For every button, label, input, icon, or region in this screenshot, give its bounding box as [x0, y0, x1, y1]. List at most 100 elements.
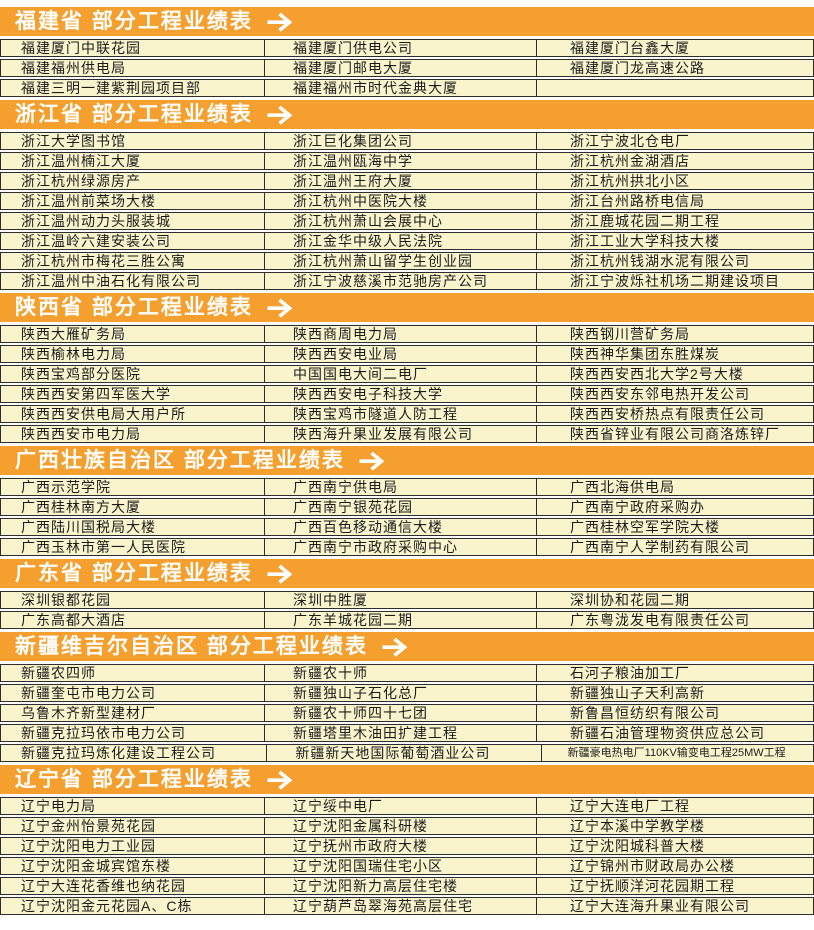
project-cell: 辽宁葫芦岛翠海苑高层住宅 [264, 898, 536, 914]
table-row: 福建三明一建紫荆园项目部 福建福州市时代金典大厦 [0, 79, 814, 97]
project-cell: 浙江杭州绿源房产 [21, 173, 141, 189]
table-row: 辽宁沈阳金城宾馆东楼 辽宁沈阳国瑞住宅小区 辽宁锦州市财政局办公楼 [0, 857, 814, 875]
section-rows: 陕西大雁矿务局 陕西商周电力局 陕西钢川营矿务局 陕西榆林电力局 陕西西安电业局… [0, 325, 814, 443]
project-cell: 浙江温州瓯海中学 [264, 153, 536, 169]
arrow-right-icon [267, 770, 293, 790]
table-row: 浙江温岭六建安装公司 浙江金华中级人民法院 浙江工业大学科技大楼 [0, 232, 814, 250]
project-cell: 深圳银都花园 [21, 592, 111, 608]
project-cell: 辽宁电力局 [21, 798, 96, 814]
project-cell: 辽宁绥中电厂 [264, 798, 536, 814]
project-cell: 石河子粮油加工厂 [536, 665, 813, 681]
table-row: 陕西宝鸡部分医院 中国国电大间二电厂 陕西西安西北大学2号大楼 [0, 365, 814, 383]
province-section: 广西壮族自治区 部分工程业绩表 广西示范学院 广西南宁供电局 广西北海供电局 广… [0, 446, 814, 556]
project-cell: 浙江大学图书馆 [21, 133, 126, 149]
table-row: 深圳银都花园 深圳中胜厦 深圳协和花园二期 [0, 591, 814, 609]
project-cell: 广西南宁银苑花园 [264, 499, 536, 515]
project-cell: 浙江宁波烁社机场二期建设项目 [536, 273, 813, 289]
project-cell: 辽宁大连花香维也纳花园 [21, 878, 186, 894]
project-cell: 新鲁昌恒纺织有限公司 [536, 705, 813, 721]
project-cell: 辽宁沈阳金城宾馆东楼 [21, 858, 171, 874]
section-header: 广西壮族自治区 部分工程业绩表 [0, 446, 814, 475]
project-cell: 新疆豪电热电厂110KV输变电工程25MW工程 [540, 745, 813, 761]
table-row: 广西玉林市第一人民医院 广西南宁市政府采购中心 广西南宁人学制药有限公司 [0, 538, 814, 556]
table-row: 辽宁电力局 辽宁绥中电厂 辽宁大连电厂工程 [0, 797, 814, 815]
project-cell: 广西陆川国税局大楼 [21, 519, 156, 535]
project-cell: 辽宁金州怡景苑花园 [21, 818, 156, 834]
project-cell: 新疆塔里木油田扩建工程 [264, 725, 536, 741]
project-cell: 辽宁沈阳城科普大楼 [536, 838, 813, 854]
section-title: 广西壮族自治区 部分工程业绩表 [15, 449, 345, 472]
province-section: 陕西省 部分工程业绩表 陕西大雁矿务局 陕西商周电力局 陕西钢川营矿务局 陕西榆… [0, 293, 814, 443]
section-title: 辽宁省 部分工程业绩表 [15, 768, 253, 791]
section-rows: 新疆农四师 新疆农十师 石河子粮油加工厂 新疆奎屯市电力公司 新疆独山子石化总厂… [0, 664, 814, 762]
project-cell: 浙江杭州萧山会展中心 [264, 213, 536, 229]
project-cell: 新疆克拉玛炼化建设工程公司 [21, 745, 216, 761]
table-row: 辽宁沈阳金元花园A、C栋 辽宁葫芦岛翠海苑高层住宅 辽宁大连海升果业有限公司 [0, 897, 814, 915]
project-cell: 陕西省锌业有限公司商洛炼锌厂 [536, 426, 813, 442]
province-section: 浙江省 部分工程业绩表 浙江大学图书馆 浙江巨化集团公司 浙江宁波北仓电厂 浙江… [0, 100, 814, 290]
project-cell: 新疆克拉玛依市电力公司 [21, 725, 186, 741]
arrow-right-icon [267, 564, 293, 584]
project-cell: 新疆农十师 [264, 665, 536, 681]
project-cell: 陕西西安电子科技大学 [264, 386, 536, 402]
project-cell: 辽宁大连海升果业有限公司 [536, 898, 813, 914]
section-header: 广东省 部分工程业绩表 [0, 559, 814, 588]
province-section: 新疆维吉尔自治区 部分工程业绩表 新疆农四师 新疆农十师 石河子粮油加工厂 新疆… [0, 632, 814, 762]
table-row: 新疆克拉玛依市电力公司 新疆塔里木油田扩建工程 新疆石油管理物资供应总公司 [0, 724, 814, 742]
project-cell: 浙江巨化集团公司 [264, 133, 536, 149]
project-cell: 广东粤泷发电有限责任公司 [536, 612, 813, 628]
section-title: 浙江省 部分工程业绩表 [15, 103, 253, 126]
table-row: 陕西榆林电力局 陕西西安电业局 陕西神华集团东胜煤炭 [0, 345, 814, 363]
table-row: 辽宁金州怡景苑花园 辽宁沈阳金属科研楼 辽宁本溪中学教学楼 [0, 817, 814, 835]
project-cell: 新疆石油管理物资供应总公司 [536, 725, 813, 741]
section-rows: 辽宁电力局 辽宁绥中电厂 辽宁大连电厂工程 辽宁金州怡景苑花园 辽宁沈阳金属科研… [0, 797, 814, 915]
section-header: 新疆维吉尔自治区 部分工程业绩表 [0, 632, 814, 661]
project-cell: 浙江台州路桥电信局 [536, 193, 813, 209]
arrow-right-icon [267, 298, 293, 318]
section-header: 陕西省 部分工程业绩表 [0, 293, 814, 322]
project-cell: 陕西宝鸡市隧道人防工程 [264, 406, 536, 422]
arrow-right-icon [267, 105, 293, 125]
project-cell: 浙江温州动力头服装城 [21, 213, 171, 229]
project-cell: 辽宁大连电厂工程 [536, 798, 813, 814]
section-header: 辽宁省 部分工程业绩表 [0, 765, 814, 794]
project-cell: 陕西西安第四军医大学 [21, 386, 171, 402]
project-cell: 广东羊城花园二期 [264, 612, 536, 628]
project-cell: 陕西西安西北大学2号大楼 [536, 366, 813, 382]
project-cell: 浙江杭州钱湖水泥有限公司 [536, 253, 813, 269]
arrow-right-icon [382, 637, 408, 657]
table-row: 辽宁沈阳电力工业园 辽宁抚州市政府大楼 辽宁沈阳城科普大楼 [0, 837, 814, 855]
section-title: 广东省 部分工程业绩表 [15, 562, 253, 585]
project-cell: 福建厦门台鑫大厦 [536, 40, 813, 56]
project-cell: 陕西榆林电力局 [21, 346, 126, 362]
project-cell: 陕西大雁矿务局 [21, 326, 126, 342]
project-cell: 浙江温州楠江大厦 [21, 153, 141, 169]
table-row: 新疆农四师 新疆农十师 石河子粮油加工厂 [0, 664, 814, 682]
achievements-page: 福建省 部分工程业绩表 福建厦门中联花园 福建厦门供电公司 福建厦门台鑫大厦 福… [0, 7, 814, 915]
project-cell: 福建厦门邮电大厦 [264, 60, 536, 76]
project-cell: 浙江温州前菜场大楼 [21, 193, 156, 209]
table-row: 浙江杭州市梅花三胜公寓 浙江杭州萧山留学生创业园 浙江杭州钱湖水泥有限公司 [0, 252, 814, 270]
project-cell: 广西玉林市第一人民医院 [21, 539, 186, 555]
section-rows: 福建厦门中联花园 福建厦门供电公司 福建厦门台鑫大厦 福建福州供电局 福建厦门邮… [0, 39, 814, 97]
table-row: 陕西西安市电力局 陕西海升果业发展有限公司 陕西省锌业有限公司商洛炼锌厂 [0, 425, 814, 443]
project-cell: 辽宁沈阳金元花园A、C栋 [21, 898, 193, 914]
project-cell: 广西南宁供电局 [264, 479, 536, 495]
table-row: 陕西大雁矿务局 陕西商周电力局 陕西钢川营矿务局 [0, 325, 814, 343]
table-row: 乌鲁木齐新型建材厂 新疆农十师四十七团 新鲁昌恒纺织有限公司 [0, 704, 814, 722]
project-cell: 辽宁锦州市财政局办公楼 [536, 858, 813, 874]
section-rows: 浙江大学图书馆 浙江巨化集团公司 浙江宁波北仓电厂 浙江温州楠江大厦 浙江温州瓯… [0, 132, 814, 290]
project-cell: 浙江工业大学科技大楼 [536, 233, 813, 249]
project-cell: 深圳中胜厦 [264, 592, 536, 608]
project-cell: 新疆农四师 [21, 665, 96, 681]
table-row: 浙江杭州绿源房产 浙江温州王府大厦 浙江杭州拱北小区 [0, 172, 814, 190]
section-header: 浙江省 部分工程业绩表 [0, 100, 814, 129]
project-cell [536, 80, 813, 96]
project-cell: 辽宁沈阳金属科研楼 [264, 818, 536, 834]
project-cell: 广东高都大酒店 [21, 612, 126, 628]
section-title: 福建省 部分工程业绩表 [15, 10, 253, 33]
table-row: 浙江温州前菜场大楼 浙江杭州中医院大楼 浙江台州路桥电信局 [0, 192, 814, 210]
table-row: 浙江大学图书馆 浙江巨化集团公司 浙江宁波北仓电厂 [0, 132, 814, 150]
table-row: 福建福州供电局 福建厦门邮电大厦 福建厦门龙高速公路 [0, 59, 814, 77]
province-section: 辽宁省 部分工程业绩表 辽宁电力局 辽宁绥中电厂 辽宁大连电厂工程 辽宁金州怡景… [0, 765, 814, 915]
